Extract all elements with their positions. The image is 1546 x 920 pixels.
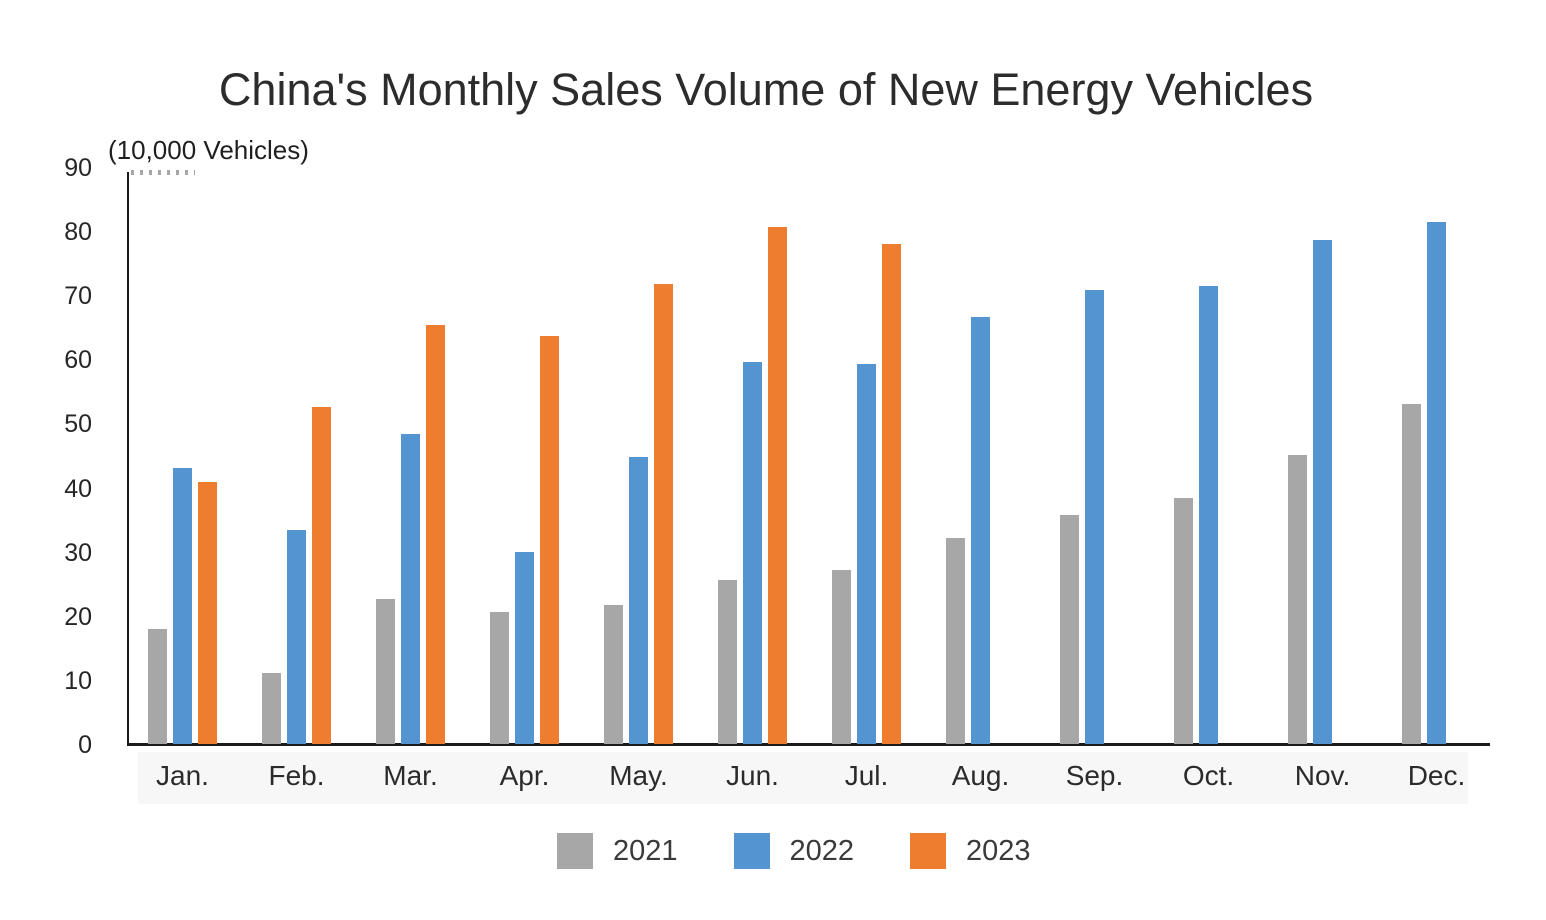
- x-axis-label-jul: Jul.: [844, 760, 889, 791]
- bar-2022-jul: [857, 364, 876, 744]
- legend-label-2023: 2023: [966, 834, 1031, 867]
- x-axis-label-nov: Nov.: [1294, 760, 1351, 791]
- bar-2023-mar: [426, 325, 445, 744]
- x-axis-label-oct: Oct.: [1182, 760, 1235, 791]
- bar-2023-jan: [198, 482, 217, 744]
- bar-2022-oct: [1199, 286, 1218, 744]
- bar-group-jul: [832, 169, 901, 744]
- chart-title: China's Monthly Sales Volume of New Ener…: [218, 64, 1314, 115]
- legend-label-2021: 2021: [613, 834, 678, 867]
- legend-item-2021: 2021: [557, 833, 678, 869]
- bar-2022-may: [629, 457, 648, 744]
- bar-group-oct: [1174, 169, 1243, 744]
- bar-2023-jul: [882, 244, 901, 744]
- bar-2022-sep: [1085, 290, 1104, 744]
- bar-group-jan: [148, 169, 217, 744]
- bar-2023-feb: [312, 407, 331, 744]
- x-axis-label-feb: Feb.: [268, 760, 325, 791]
- y-axis-tick-label-20: 20: [64, 602, 92, 631]
- x-axis-label-sep: Sep.: [1065, 760, 1124, 791]
- bar-group-aug: [946, 169, 1015, 744]
- legend-swatch-2023: [910, 833, 947, 869]
- x-axis-label-jan: Jan.: [156, 760, 209, 791]
- x-axis-label-may: May.: [609, 760, 668, 791]
- bar-2021-feb: [262, 673, 281, 744]
- x-axis-line: [127, 743, 1490, 746]
- bar-2022-jun: [743, 362, 762, 744]
- bar-2021-mar: [376, 599, 395, 744]
- y-axis-tick-label-50: 50: [64, 410, 92, 439]
- bar-2023-may: [654, 284, 673, 744]
- y-axis-tick-label-40: 40: [64, 474, 92, 503]
- bar-group-nov: [1288, 169, 1357, 744]
- bar-2022-mar: [401, 434, 420, 744]
- y-axis-tick-label-0: 0: [78, 731, 92, 759]
- y-axis-tick-label-80: 80: [64, 218, 92, 247]
- bar-group-dec: [1402, 169, 1471, 744]
- bar-2021-jul: [832, 570, 851, 744]
- bar-2021-apr: [490, 612, 509, 744]
- bar-2022-apr: [515, 552, 534, 744]
- bar-2021-nov: [1288, 455, 1307, 744]
- bar-2021-jun: [718, 580, 737, 744]
- x-axis-label-jun: Jun.: [726, 760, 779, 791]
- bar-2021-aug: [946, 538, 965, 744]
- x-axis-label-aug: Aug.: [951, 760, 1010, 791]
- legend-swatch-2022: [733, 833, 770, 869]
- bar-2023-apr: [540, 336, 559, 744]
- legend-item-2022: 2022: [733, 833, 855, 869]
- bar-2021-oct: [1174, 498, 1193, 744]
- legend-swatch-2021: [557, 833, 593, 869]
- bar-group-feb: [262, 169, 331, 744]
- bar-group-sep: [1060, 169, 1129, 744]
- y-axis-tick-label-60: 60: [64, 346, 92, 375]
- x-axis-label-apr: Apr.: [499, 760, 550, 791]
- x-axis-label-band: [138, 752, 1468, 804]
- bar-2021-dec: [1402, 404, 1421, 744]
- legend-label-2022: 2022: [789, 834, 855, 867]
- y-axis-line: [127, 172, 129, 746]
- y-axis-tick-label-10: 10: [64, 666, 92, 695]
- bar-2023-jun: [768, 227, 787, 744]
- bar-2021-jan: [148, 629, 167, 744]
- bar-2021-may: [604, 605, 623, 744]
- bar-2022-jan: [173, 468, 192, 744]
- y-axis-tick-label-30: 30: [64, 538, 92, 567]
- legend: 2021 2022 2023: [557, 833, 1031, 869]
- y-axis-unit-label: (10,000 Vehicles): [108, 135, 309, 165]
- bar-2022-feb: [287, 530, 306, 744]
- plot-area: [127, 169, 1512, 746]
- bar-group-apr: [490, 169, 559, 744]
- bar-2021-sep: [1060, 515, 1079, 744]
- legend-item-2023: 2023: [910, 833, 1031, 869]
- bar-group-may: [604, 169, 673, 744]
- bar-2022-nov: [1313, 240, 1332, 744]
- bar-2022-aug: [971, 317, 990, 744]
- x-axis-label-dec: Dec.: [1407, 760, 1466, 791]
- bar-group-mar: [376, 169, 445, 744]
- bar-group-jun: [718, 169, 787, 744]
- obscured-text-remnant: [131, 170, 195, 175]
- bar-2022-dec: [1427, 222, 1446, 744]
- x-axis-label-mar: Mar.: [383, 760, 438, 791]
- y-axis-tick-label-90: 90: [64, 154, 92, 182]
- y-axis-tick-label-70: 70: [64, 282, 92, 311]
